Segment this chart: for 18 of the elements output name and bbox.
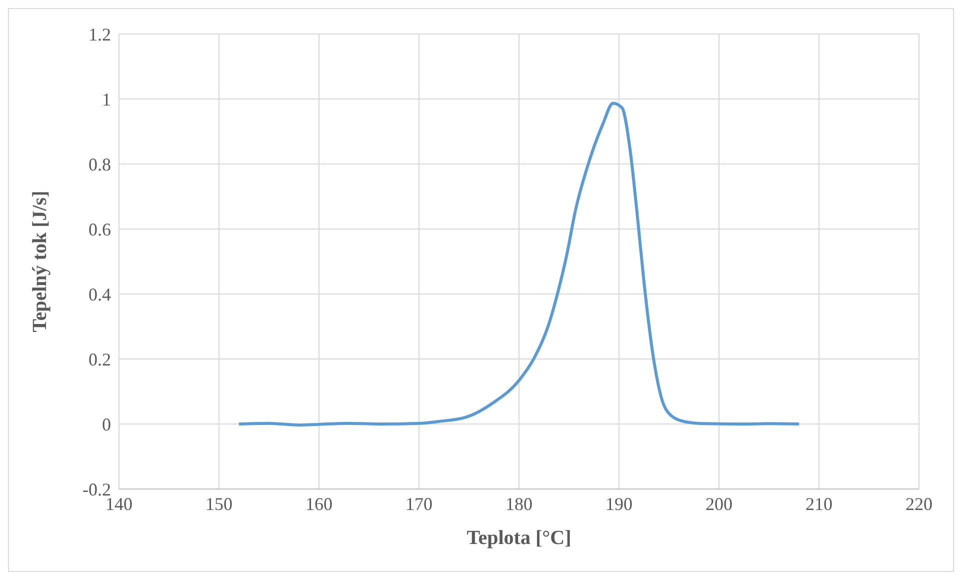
x-tick-label: 150 — [206, 494, 232, 514]
x-tick-label: 160 — [306, 494, 332, 514]
y-tick-label: 1 — [102, 89, 111, 110]
y-tick-label: 0.8 — [88, 154, 111, 174]
x-tick-label: 180 — [506, 494, 532, 514]
y-tick-label: 0 — [102, 414, 111, 434]
y-tick-label: 1.2 — [88, 24, 111, 44]
x-tick-label: 170 — [406, 494, 432, 514]
x-tick-label: 220 — [906, 494, 932, 514]
y-axis-title: Tepelný tok [J/s] — [29, 190, 52, 332]
line-series — [238, 102, 800, 426]
y-tick-label: 0.6 — [88, 219, 111, 240]
y-tick-label: 0.4 — [88, 284, 111, 304]
x-tick-label: 190 — [606, 494, 632, 514]
x-axis-title: Teplota [°C] — [466, 527, 572, 549]
x-tick-label: 200 — [706, 494, 732, 514]
x-tick-label: 210 — [806, 494, 832, 514]
y-tick-label: 0.2 — [88, 349, 111, 370]
